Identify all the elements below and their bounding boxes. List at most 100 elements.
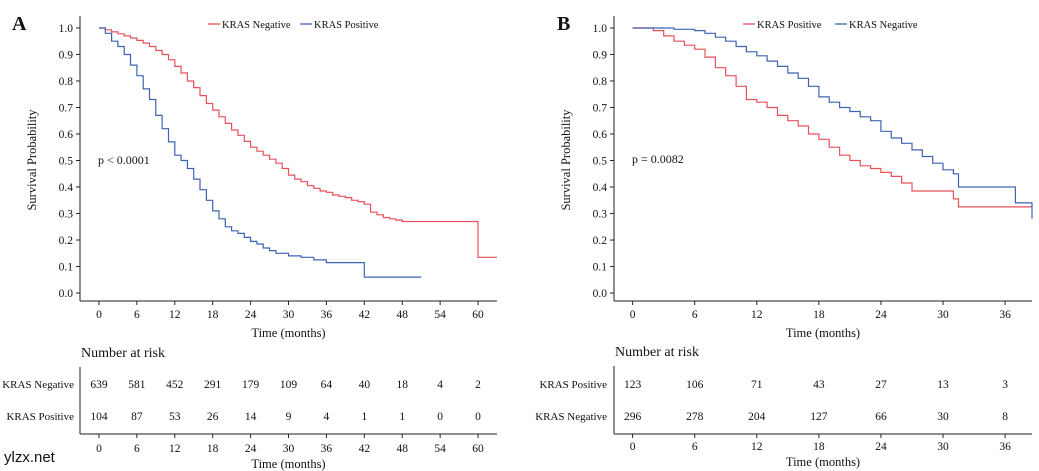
x-axis-label: Time (months) (786, 326, 860, 340)
risk-x-tick-label: 6 (692, 441, 698, 453)
y-tick-label: 0.3 (59, 209, 74, 221)
risk-x-tick-label: 42 (359, 443, 371, 455)
x-tick-label: 0 (630, 309, 636, 321)
risk-count: 71 (751, 379, 763, 391)
risk-x-axis-label: Time (months) (251, 457, 325, 471)
risk-count: 64 (321, 379, 333, 391)
y-tick-label: 0.6 (59, 129, 74, 141)
x-tick-label: 12 (751, 309, 763, 321)
risk-x-tick-label: 18 (207, 443, 219, 455)
risk-count: 0 (437, 411, 443, 423)
risk-count: 1 (399, 411, 405, 423)
risk-count: 106 (686, 379, 704, 391)
x-tick-label: 48 (396, 309, 408, 321)
risk-count: 4 (324, 411, 330, 423)
risk-count: 26 (207, 411, 219, 423)
y-tick-label: 0.9 (593, 49, 608, 61)
risk-x-tick-label: 36 (321, 443, 333, 455)
watermark-text: ylzx.net (4, 449, 56, 466)
risk-row-label: KRAS Negative (535, 411, 607, 423)
risk-row-label: KRAS Negative (2, 379, 74, 391)
risk-x-tick-label: 30 (937, 441, 949, 453)
risk-count: 18 (396, 379, 408, 391)
x-tick-label: 36 (999, 309, 1011, 321)
risk-count: 3 (1002, 379, 1008, 391)
risk-count: 0 (475, 411, 481, 423)
x-tick-label: 12 (169, 309, 181, 321)
x-tick-label: 30 (283, 309, 295, 321)
y-tick-label: 0.8 (59, 76, 74, 88)
km-curve (632, 27, 1033, 219)
risk-count: 278 (686, 411, 704, 423)
y-tick-label: 0.2 (593, 235, 608, 247)
risk-x-tick-label: 6 (134, 443, 140, 455)
y-tick-label: 0.5 (59, 156, 74, 168)
y-tick-label: 0.7 (59, 102, 74, 114)
risk-count: 2 (475, 379, 481, 391)
risk-count: 581 (128, 379, 146, 391)
risk-count: 4 (437, 379, 443, 391)
legend-entry: KRAS Positive (757, 20, 822, 31)
p-value-text: p = 0.0082 (632, 152, 684, 166)
risk-x-axis-label: Time (months) (786, 455, 860, 469)
x-tick-label: 54 (434, 309, 446, 321)
risk-count: 43 (813, 379, 825, 391)
risk-x-tick-label: 48 (396, 443, 408, 455)
y-axis-label: Survival Probability (25, 109, 39, 211)
risk-count: 27 (875, 379, 887, 391)
x-tick-label: 36 (321, 309, 333, 321)
x-tick-label: 18 (813, 309, 825, 321)
risk-x-tick-label: 36 (999, 441, 1011, 453)
risk-count: 40 (359, 379, 371, 391)
risk-count: 87 (131, 411, 143, 423)
y-tick-label: 0.3 (593, 209, 608, 221)
risk-count: 1 (361, 411, 367, 423)
legend-entry: KRAS Positive (314, 20, 379, 31)
x-axis-label: Time (months) (251, 326, 325, 340)
risk-count: 104 (90, 411, 108, 423)
risk-count: 109 (280, 379, 298, 391)
x-tick-label: 24 (245, 309, 257, 321)
risk-count: 127 (810, 411, 828, 423)
km-curve (99, 27, 497, 258)
legend-entry: KRAS Negative (849, 20, 918, 31)
risk-count: 14 (245, 411, 257, 423)
p-value-text: p < 0.0001 (98, 153, 150, 167)
x-tick-label: 6 (134, 309, 140, 321)
risk-count: 123 (624, 379, 642, 391)
legend-entry: KRAS Negative (222, 20, 291, 31)
km-panel-a: A0.00.10.20.30.40.50.60.70.80.91.00 6 12 18… (2, 13, 497, 471)
x-tick-label: 6 (692, 309, 698, 321)
risk-count: 179 (242, 379, 260, 391)
y-tick-label: 0.5 (593, 156, 608, 168)
risk-count: 452 (166, 379, 184, 391)
y-tick-label: 0.0 (593, 288, 608, 300)
risk-x-tick-label: 60 (472, 443, 484, 455)
risk-x-tick-label: 18 (813, 441, 825, 453)
risk-x-tick-label: 12 (169, 443, 181, 455)
risk-count: 296 (624, 411, 642, 423)
x-tick-label: 0 (96, 309, 102, 321)
risk-x-tick-label: 24 (875, 441, 887, 453)
risk-count: 9 (286, 411, 292, 423)
y-tick-label: 1.0 (59, 23, 74, 35)
km-curve (632, 27, 1032, 208)
y-tick-label: 1.0 (593, 23, 608, 35)
risk-count: 8 (1002, 411, 1008, 423)
x-tick-label: 60 (472, 309, 484, 321)
risk-row-label: KRAS Positive (6, 411, 74, 423)
x-tick-label: 18 (207, 309, 219, 321)
risk-x-tick-label: 0 (630, 441, 636, 453)
risk-count: 291 (204, 379, 222, 391)
km-panel-b: B 0.0 0.1 0.2 0.3 0.4 0.5 0.6 0.7 0.8 0.9 1.0 0 6 12 18… (535, 13, 1033, 469)
risk-table-title: Number at risk (615, 345, 699, 360)
y-tick-label: 0.4 (593, 182, 608, 194)
risk-count: 204 (748, 411, 766, 423)
risk-count: 639 (90, 379, 108, 391)
risk-count: 66 (875, 411, 887, 423)
risk-count: 30 (937, 411, 949, 423)
y-tick-label: 0.7 (593, 102, 608, 114)
risk-x-tick-label: 24 (245, 443, 257, 455)
y-tick-label: 0.1 (59, 262, 74, 274)
